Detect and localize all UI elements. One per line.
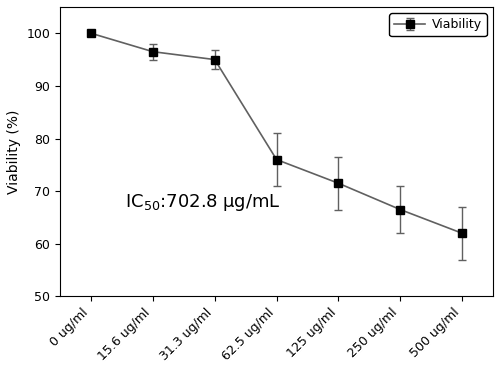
Y-axis label: Viability (%): Viability (%) [7, 110, 21, 194]
Text: IC$_{\mathregular{50}}$:702.8 μg/mL: IC$_{\mathregular{50}}$:702.8 μg/mL [125, 192, 281, 213]
Text: IC: IC [0, 369, 1, 370]
Legend: Viability: Viability [389, 13, 487, 36]
